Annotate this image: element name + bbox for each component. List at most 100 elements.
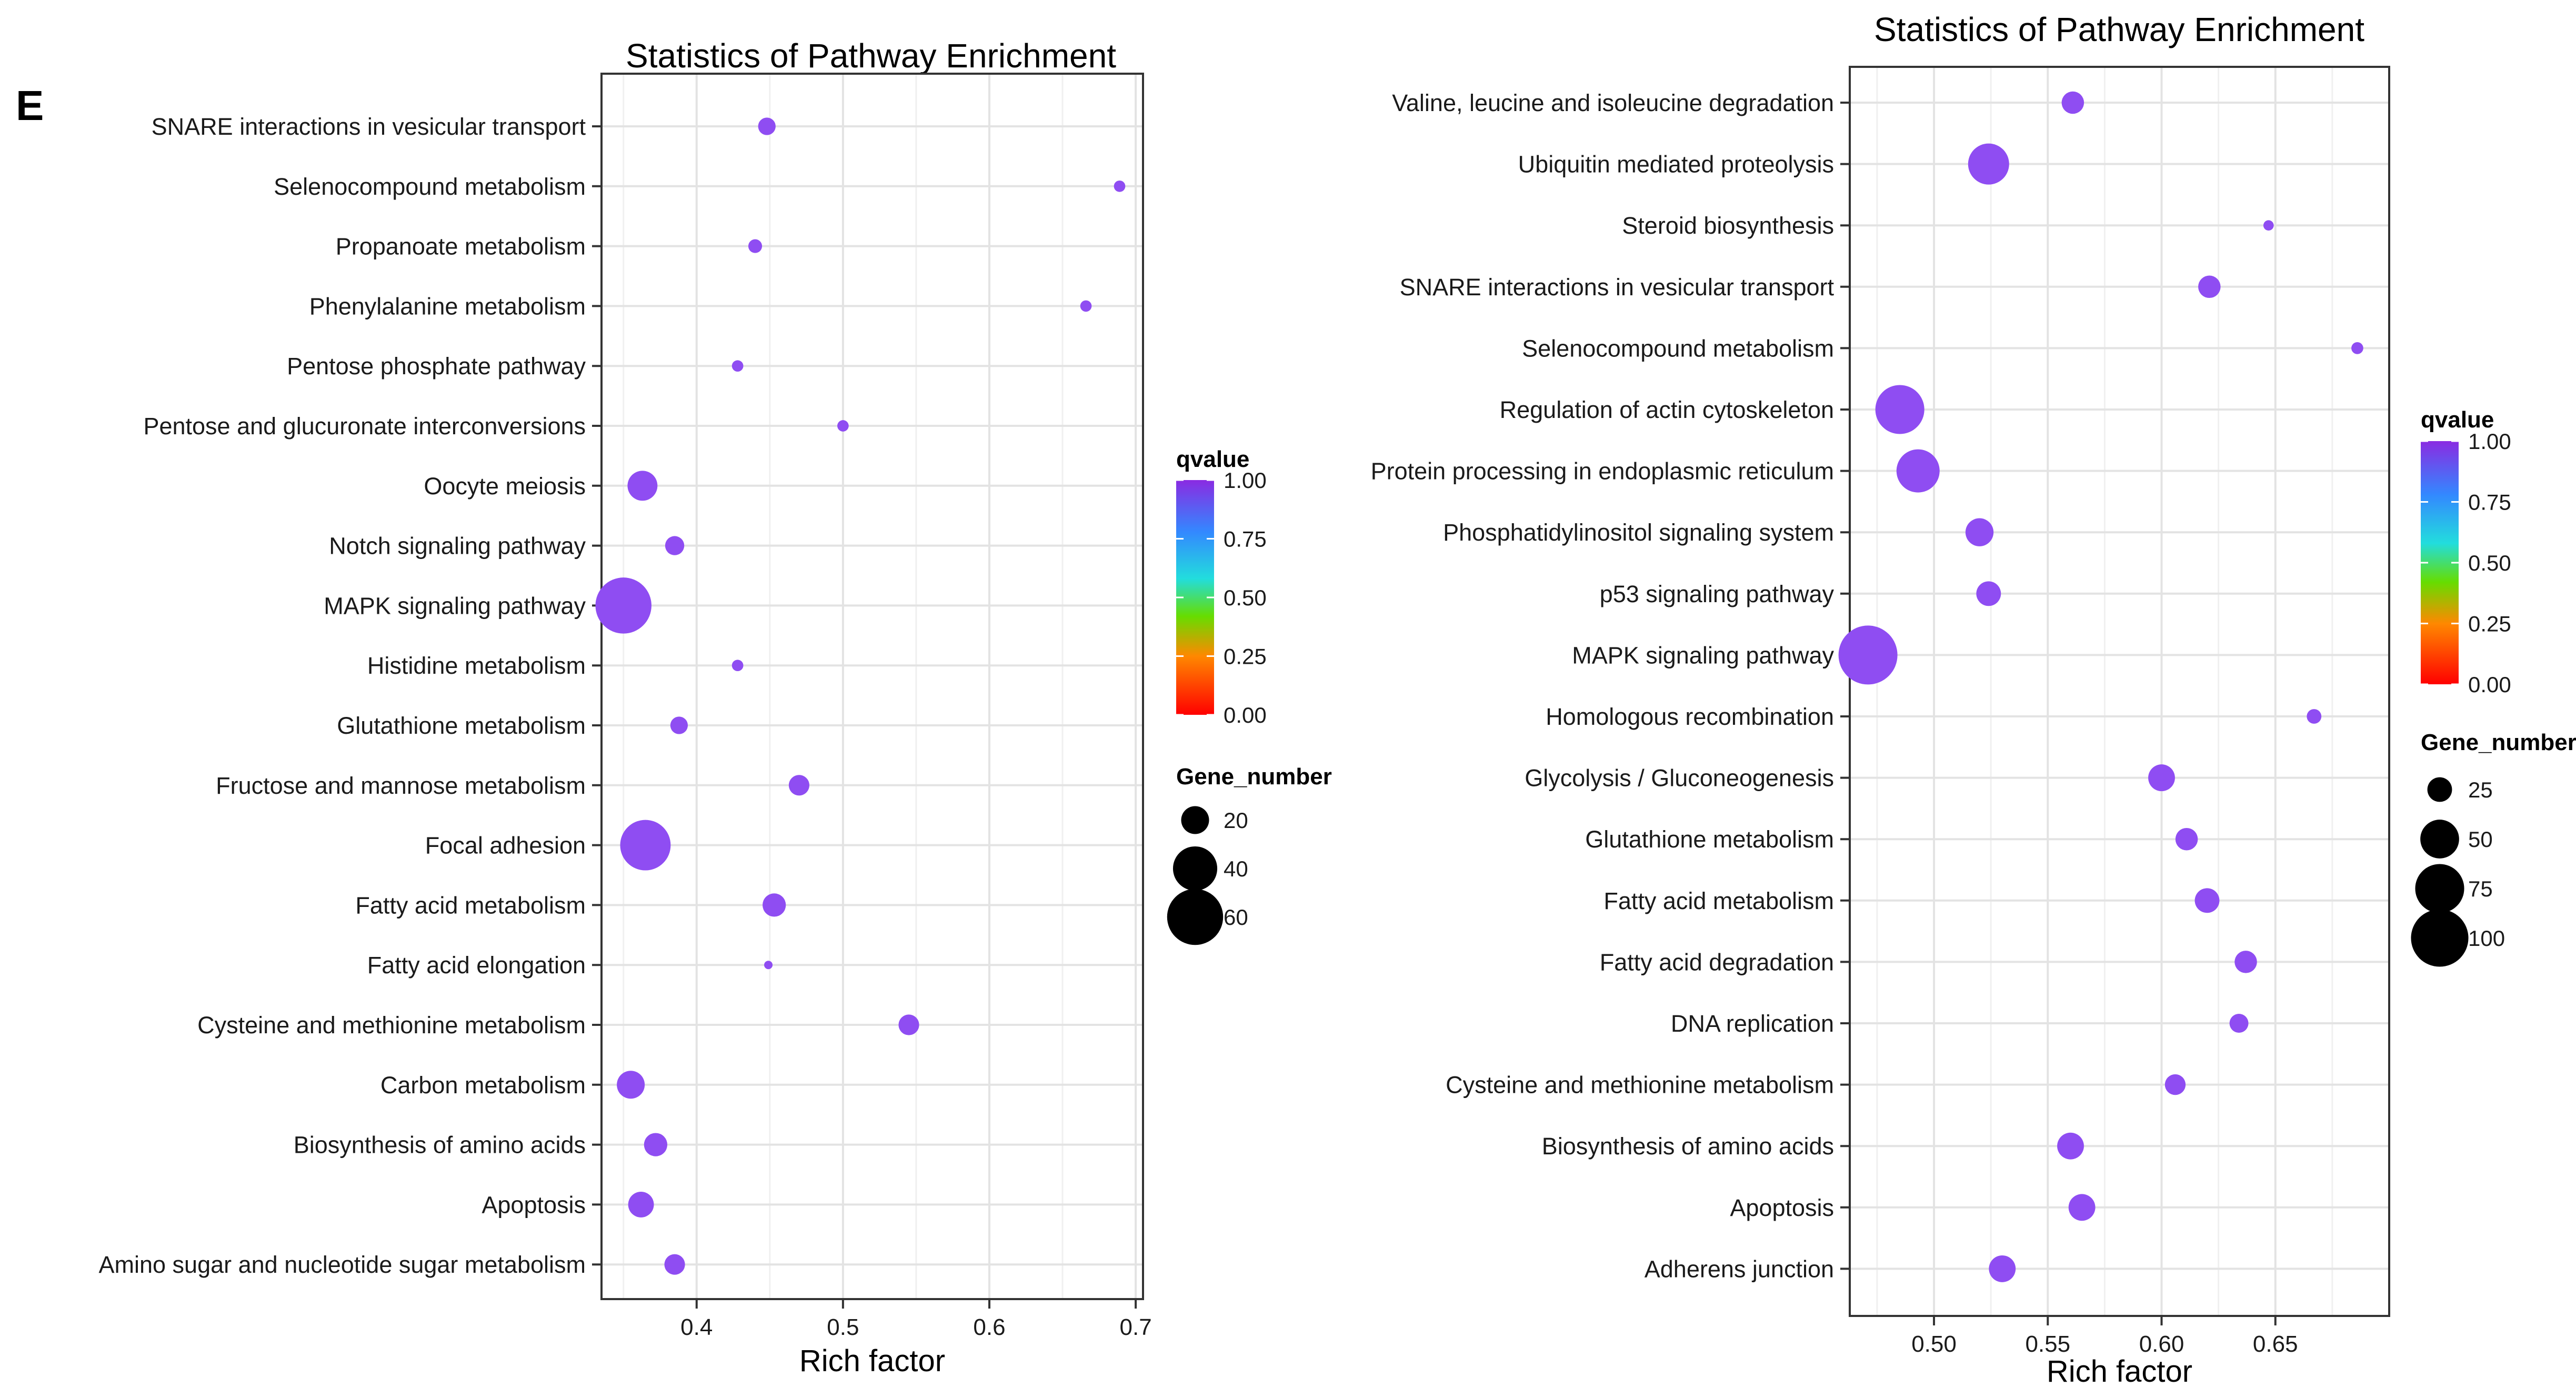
right-enrichment-chart: Statistics of Pathway Enrichment Valine, … xyxy=(1371,11,2576,1389)
data-point xyxy=(2164,1074,2186,1095)
data-point xyxy=(1965,518,1994,546)
y-tick-label: Homologous recombination xyxy=(1546,703,1834,730)
y-tick-label: Apoptosis xyxy=(482,1191,586,1218)
gene-number-legend-label: 25 xyxy=(2468,777,2493,802)
y-tick-label: Histidine metabolism xyxy=(367,652,586,679)
data-point xyxy=(2175,827,2198,851)
data-point xyxy=(595,577,651,634)
x-axis-label: Rich factor xyxy=(2047,1354,2192,1389)
gene-number-legend-title: Gene_number xyxy=(1176,764,1332,790)
qvalue-tick-label: 0.25 xyxy=(2468,612,2511,636)
y-tick-label: Glycolysis / Gluconeogenesis xyxy=(1525,765,1834,792)
gene-number-legend-dot xyxy=(1181,806,1209,834)
qvalue-tick-label: 0.50 xyxy=(2468,551,2511,575)
qvalue-tick-label: 1.00 xyxy=(2468,429,2511,454)
qvalue-legend-title: qvalue xyxy=(1176,446,1249,472)
data-point xyxy=(748,239,763,253)
data-point xyxy=(1875,385,1925,434)
qvalue-tick-label: 0.00 xyxy=(2468,672,2511,697)
x-tick-label: 0.4 xyxy=(680,1314,713,1340)
y-tick-label: Fatty acid metabolism xyxy=(1603,887,1834,914)
data-point xyxy=(1989,1255,2016,1282)
data-point xyxy=(788,775,810,796)
data-point xyxy=(620,820,671,871)
qvalue-legend-title: qvalue xyxy=(2421,407,2494,433)
data-point xyxy=(2351,342,2363,354)
y-tick-label: Steroid biosynthesis xyxy=(1622,212,1834,239)
data-point xyxy=(670,716,688,734)
x-axis-label: Rich factor xyxy=(799,1344,945,1378)
data-point xyxy=(2229,1014,2249,1033)
gene-number-legend-label: 50 xyxy=(2468,827,2493,852)
data-point xyxy=(2234,951,2257,973)
y-tick-label: Oocyte meiosis xyxy=(424,473,586,500)
data-point xyxy=(758,117,776,135)
data-point xyxy=(2057,1132,2084,1160)
data-point xyxy=(1896,449,1940,493)
y-tick-label: Biosynthesis of amino acids xyxy=(294,1132,586,1159)
y-tick-label: Adherens junction xyxy=(1645,1255,1834,1282)
y-tick-label: Focal adhesion xyxy=(425,832,586,859)
panel-label: E xyxy=(16,82,44,129)
data-point xyxy=(2198,275,2221,298)
x-tick-label: 0.60 xyxy=(2139,1331,2184,1357)
gene-number-legend-label: 20 xyxy=(1224,808,1248,833)
data-point xyxy=(664,1254,685,1275)
y-tick-label: p53 signaling pathway xyxy=(1600,581,1835,607)
y-tick-label: Apoptosis xyxy=(1730,1194,1834,1221)
y-tick-label: Carbon metabolism xyxy=(380,1072,586,1099)
y-tick-label: Regulation of actin cytoskeleton xyxy=(1500,396,1834,423)
data-point xyxy=(1114,180,1126,192)
y-tick-label: Pentose and glucuronate interconversions xyxy=(143,413,586,440)
y-tick-label: Fructose and mannose metabolism xyxy=(216,772,586,799)
gene-number-legend-dot xyxy=(2420,820,2459,859)
gene-number-legend-dot xyxy=(2427,777,2452,802)
y-tick-label: DNA replication xyxy=(1671,1010,1834,1037)
x-tick-label: 0.50 xyxy=(1911,1331,1957,1357)
x-tick-label: 0.7 xyxy=(1120,1314,1152,1340)
y-tick-label: SNARE interactions in vesicular transpor… xyxy=(1400,274,1835,301)
data-point xyxy=(644,1133,668,1156)
x-tick-label: 0.65 xyxy=(2253,1331,2298,1357)
plot-panel xyxy=(1850,67,2389,1316)
chart-title: Statistics of Pathway Enrichment xyxy=(1874,11,2364,48)
y-tick-label: Amino sugar and nucleotide sugar metabol… xyxy=(98,1251,586,1278)
y-tick-label: MAPK signaling pathway xyxy=(324,592,586,619)
gene-number-legend-dot xyxy=(1172,846,1218,891)
data-point xyxy=(2061,91,2084,114)
gene-number-legend-label: 60 xyxy=(1224,905,1248,930)
y-tick-label: Propanoate metabolism xyxy=(336,233,586,260)
y-tick-label: Phenylalanine metabolism xyxy=(309,293,586,320)
data-point xyxy=(628,1191,654,1218)
y-tick-label: Pentose phosphate pathway xyxy=(287,353,586,380)
x-tick-label: 0.6 xyxy=(973,1314,1005,1340)
data-point xyxy=(731,660,744,672)
y-tick-label: Selenocompound metabolism xyxy=(274,173,586,200)
data-point xyxy=(764,961,773,970)
y-tick-label: Fatty acid elongation xyxy=(367,952,586,979)
data-point xyxy=(2068,1194,2096,1221)
gene-number-legend-title: Gene_number xyxy=(2421,730,2576,755)
plot-panel xyxy=(602,74,1143,1299)
qvalue-tick-label: 0.00 xyxy=(1224,703,1267,727)
data-point xyxy=(1968,143,2009,185)
qvalue-tick-label: 0.75 xyxy=(1224,527,1267,552)
gene-number-legend-dot xyxy=(2415,864,2464,913)
data-point xyxy=(627,471,658,501)
data-point xyxy=(2307,709,2322,724)
data-point xyxy=(837,420,849,432)
data-point xyxy=(1080,300,1092,312)
plot-border xyxy=(600,73,1144,1300)
y-tick-label: Cysteine and methionine metabolism xyxy=(1446,1072,1834,1099)
data-point xyxy=(2148,764,2175,792)
gene-number-legend-dot xyxy=(2411,909,2469,967)
y-tick-label: MAPK signaling pathway xyxy=(1572,642,1834,668)
y-tick-label: Glutathione metabolism xyxy=(337,712,586,739)
y-tick-label: Biosynthesis of amino acids xyxy=(1542,1133,1834,1160)
data-point xyxy=(898,1014,919,1035)
y-tick-label: Phosphatidylinositol signaling system xyxy=(1443,519,1834,546)
plot-border xyxy=(1849,66,2390,1317)
gene-number-legend-label: 100 xyxy=(2468,926,2505,951)
y-tick-label: Ubiquitin mediated proteolysis xyxy=(1518,151,1834,178)
data-point xyxy=(763,893,786,917)
